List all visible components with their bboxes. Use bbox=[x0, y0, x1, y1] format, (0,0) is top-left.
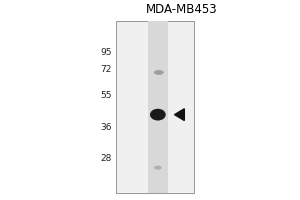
Ellipse shape bbox=[154, 70, 164, 75]
Ellipse shape bbox=[154, 166, 162, 170]
Bar bbox=[116, 21, 194, 193]
Text: 28: 28 bbox=[100, 154, 112, 163]
Text: 55: 55 bbox=[100, 91, 112, 100]
Text: 72: 72 bbox=[100, 65, 112, 74]
Text: 95: 95 bbox=[100, 48, 112, 57]
Text: MDA-MB453: MDA-MB453 bbox=[146, 3, 218, 16]
Text: 36: 36 bbox=[100, 123, 112, 132]
Ellipse shape bbox=[150, 109, 166, 121]
Bar bbox=[148, 21, 168, 193]
Polygon shape bbox=[175, 109, 184, 121]
